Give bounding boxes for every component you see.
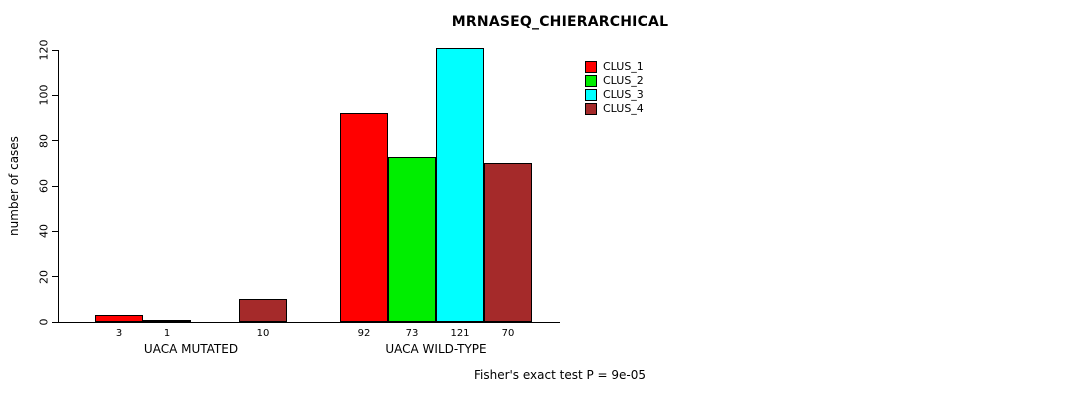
y-tick-mark [52,49,58,51]
y-tick-mark [52,140,58,142]
y-tick-mark [52,94,58,96]
bar [143,319,191,322]
y-tick-label: 20 [37,269,51,284]
legend: CLUS_1 CLUS_2 CLUS_3 CLUS_4 [585,60,644,116]
x-category-label: UACA MUTATED [143,342,239,356]
legend-swatch [585,60,597,73]
bar [388,156,436,322]
chart-title: MRNASEQ_CHIERARCHICAL [451,14,669,30]
legend-swatch [585,74,597,87]
bar [340,113,388,322]
bar-value-label: 92 [357,328,371,339]
bar [436,47,484,322]
y-tick-mark [52,276,58,278]
legend-item: CLUS_4 [585,102,644,115]
x-axis-line [58,322,560,323]
bar-value-label: 1 [163,328,171,339]
legend-swatch [585,102,597,115]
legend-swatch [585,88,597,101]
bar [239,299,287,322]
legend-item: CLUS_2 [585,74,644,87]
y-tick-label: 60 [37,179,51,193]
legend-label: CLUS_1 [603,60,644,73]
bar-value-label: 3 [115,328,123,339]
legend-label: CLUS_3 [603,88,644,101]
bar-value-label: 10 [256,328,270,339]
y-tick-label: 40 [37,224,51,239]
y-tick-label: 120 [37,39,51,61]
y-axis-line [58,50,59,322]
bar [484,163,532,322]
bar [95,315,143,322]
legend-item: CLUS_1 [585,60,644,73]
x-category-label: UACA WILD-TYPE [385,342,487,356]
y-tick-label: 100 [37,84,51,106]
y-tick-mark [52,230,58,232]
legend-label: CLUS_4 [603,102,644,115]
legend-item: CLUS_3 [585,88,644,101]
stat-annotation: Fisher's exact test P = 9e-05 [473,368,647,382]
bar-value-label: 70 [501,328,515,339]
y-tick-mark [52,185,58,187]
y-tick-label: 0 [37,318,51,326]
y-tick-label: 80 [37,133,51,148]
y-tick-mark [52,321,58,323]
bar-value-label: 73 [405,328,419,339]
legend-label: CLUS_2 [603,74,644,87]
bar-value-label: 121 [450,328,470,339]
